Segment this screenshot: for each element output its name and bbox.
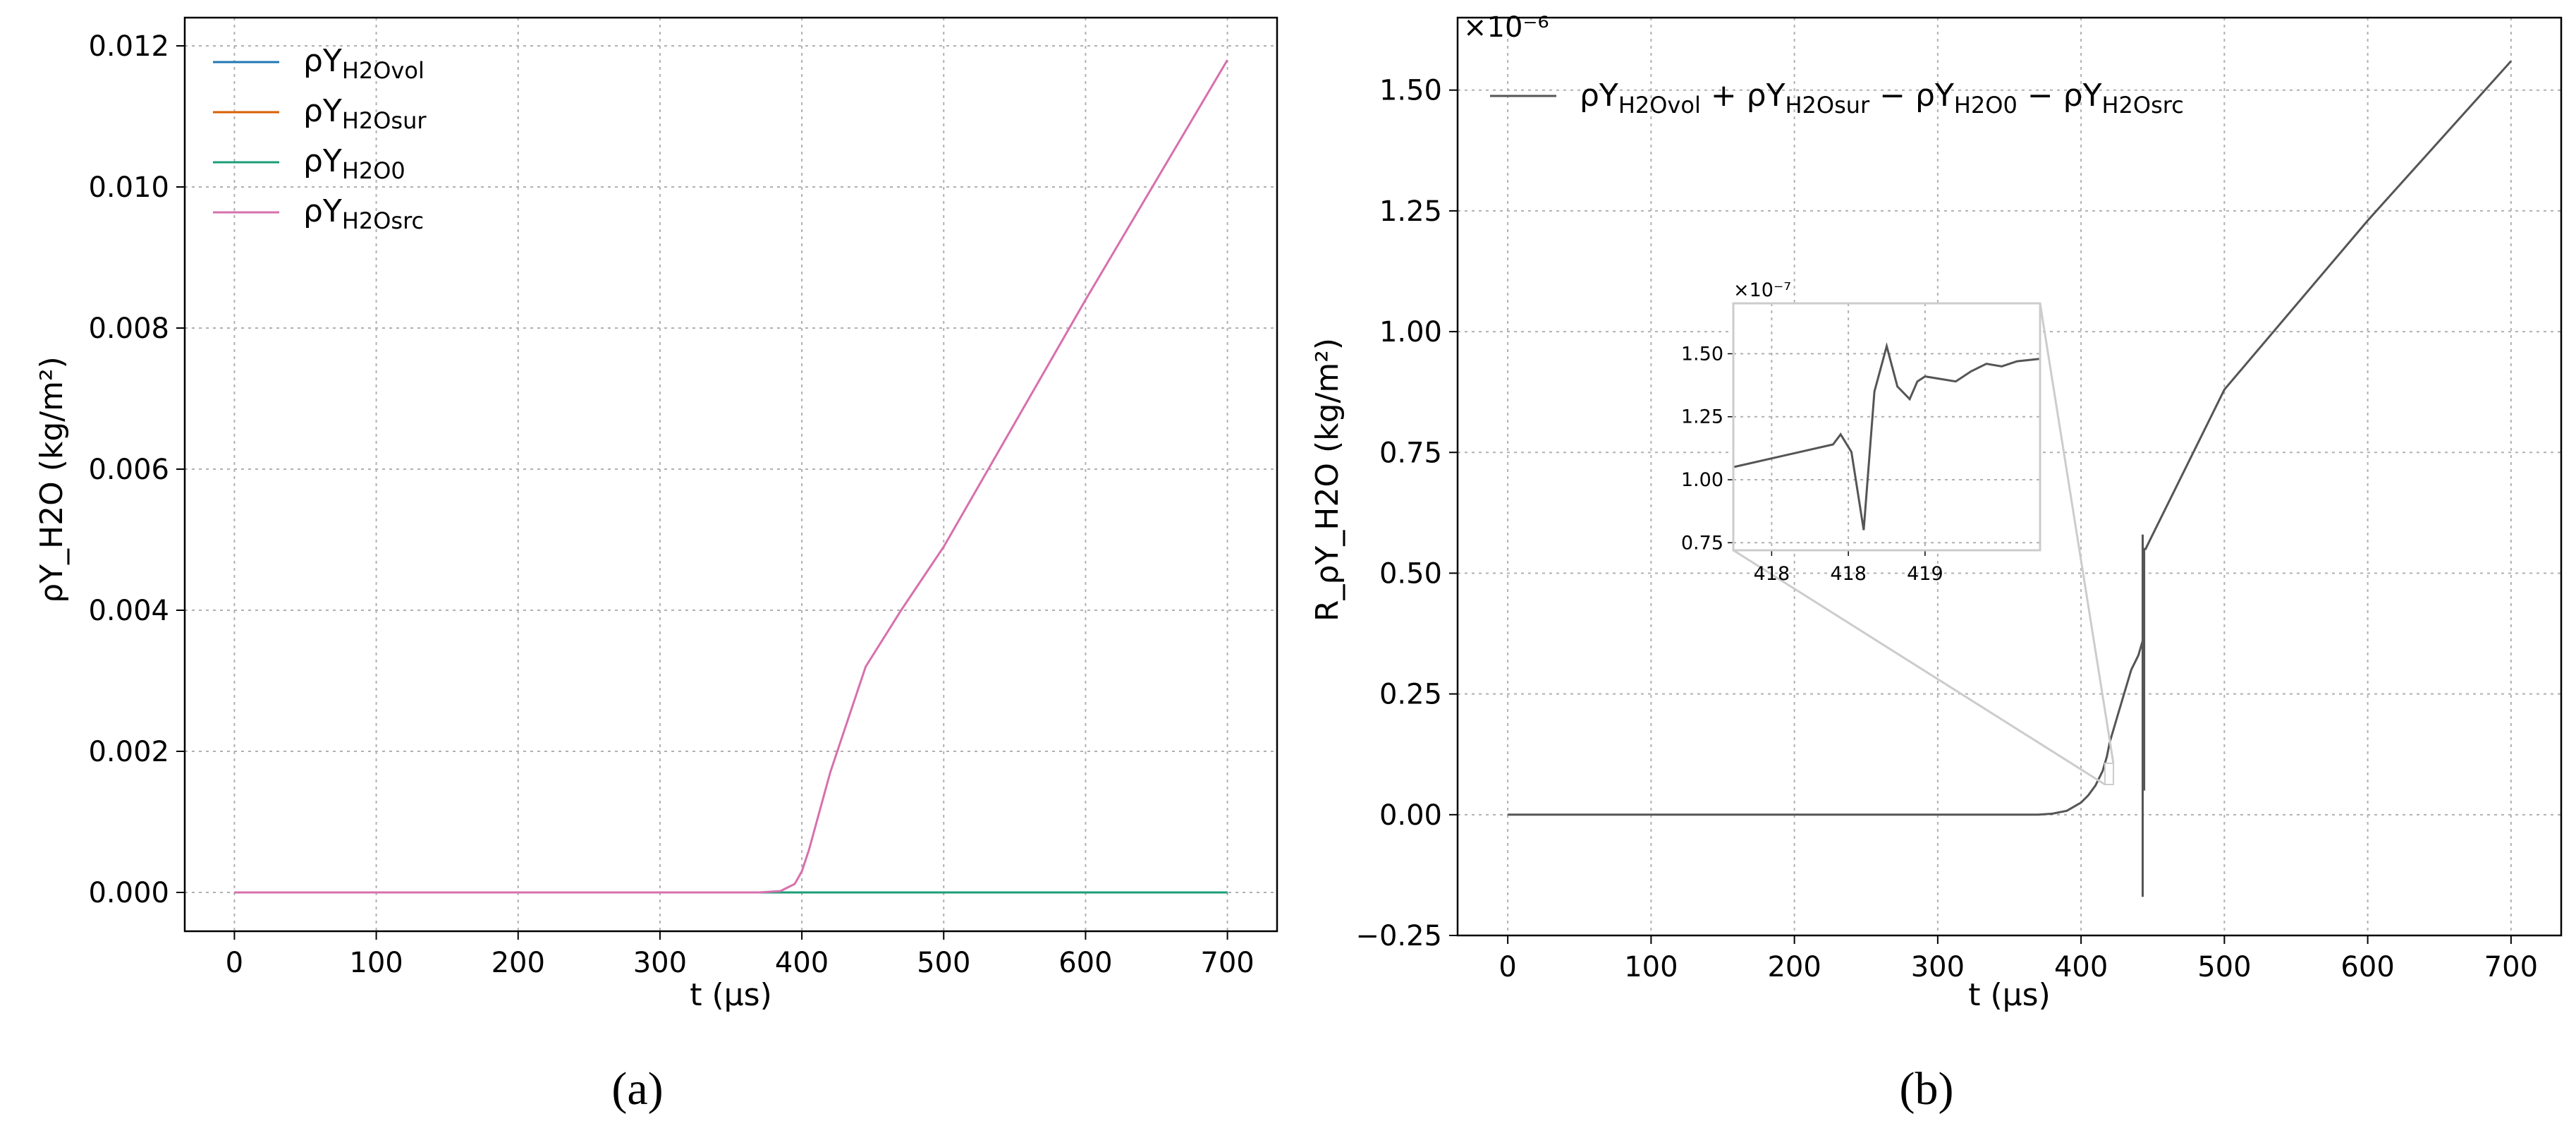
y-tick-label: 1.50 <box>1379 75 1442 107</box>
y-tick-label: −0.25 <box>1355 920 1442 952</box>
legend-entry-H2O0: ρYH2O0 <box>303 143 405 184</box>
series-line-residual <box>1508 60 2513 897</box>
y-tick-label: 0.002 <box>88 736 169 768</box>
inset-multiplier: ×10⁻⁷ <box>1733 279 1791 301</box>
caption-a: (a) <box>611 1063 663 1115</box>
x-tick-label: 0 <box>226 947 243 979</box>
y-tick-label: 1.00 <box>1379 316 1442 349</box>
x-axis-label: t (μs) <box>690 977 772 1013</box>
inset-y-tick-label: 1.50 <box>1681 343 1723 365</box>
plot-frame-a <box>183 16 1278 933</box>
legend-entry-H2Ovol: ρYH2Ovol <box>303 43 425 84</box>
y-tick-label: 0.50 <box>1379 557 1442 590</box>
inset-x-tick-label: 418 <box>1754 563 1790 585</box>
inset-y-tick-label: 0.75 <box>1681 532 1723 554</box>
x-tick-label: 600 <box>2340 951 2394 983</box>
x-tick-label: 300 <box>1911 951 1965 983</box>
x-axis-label: t (μs) <box>1968 977 2051 1013</box>
panel-b: 0 100 200 300 400 500 600 700 −0.25 0.00 0.25 0.50 0… <box>1310 11 2563 1115</box>
x-tick-label: 500 <box>917 947 970 979</box>
inset-background <box>1733 303 2040 550</box>
x-tick-label: 300 <box>633 947 687 979</box>
y-tick-label: 0.008 <box>88 313 169 345</box>
y-tick-label: 0.004 <box>88 595 169 627</box>
x-tick-label: 700 <box>1200 947 1254 979</box>
legend-entry-H2Osur: ρYH2Osur <box>303 93 427 134</box>
panel-a: 0 100 200 300 400 500 600 700 0.000 0.002 0.004 0.0… <box>34 16 1278 1115</box>
y-tick-label: 0.006 <box>88 454 169 486</box>
y-tick-label: 0.75 <box>1379 437 1442 469</box>
y-tick-label: 0.00 <box>1379 799 1442 832</box>
x-tick-label: 200 <box>1767 951 1821 983</box>
legend-entry-H2Osrc: ρYH2Osrc <box>303 193 424 234</box>
x-tick-label: 100 <box>349 947 403 979</box>
zoom-connector <box>1733 549 2106 786</box>
inset-y-tick-label: 1.00 <box>1681 469 1723 491</box>
x-tick-label: 200 <box>492 947 545 979</box>
zoom-indicator <box>2104 763 2114 785</box>
y-axis-label-text: R_ρY_H2O (kg/m²) <box>1310 338 1345 622</box>
x-tick-label: 100 <box>1624 951 1678 983</box>
series-line-H2Osrc <box>234 59 1228 894</box>
y-multiplier: ×10⁻⁶ <box>1463 11 1549 44</box>
y-axis-label: ρY_H2O (kg/m²) <box>34 356 70 603</box>
x-tick-label: 600 <box>1058 947 1112 979</box>
y-tick-label: 1.25 <box>1379 195 1442 228</box>
inset-series-line <box>1733 341 2041 531</box>
y-tick-label: 0.000 <box>88 877 169 909</box>
inset-frame <box>1732 302 2041 552</box>
y-tick-label: 0.010 <box>88 171 169 204</box>
plot-frame-b <box>1456 16 2563 937</box>
inset-x-tick-label: 418 <box>1830 563 1867 585</box>
y-axis-label-text: ρY_H2O (kg/m²) <box>34 356 70 603</box>
inset-x-tick-label: 419 <box>1907 563 1943 585</box>
y-tick-label: 0.012 <box>88 30 169 63</box>
inset-y-tick-label: 1.25 <box>1681 406 1723 428</box>
zoom-connector <box>2039 303 2115 764</box>
y-axis-label: R_ρY_H2O (kg/m²) <box>1310 338 1345 622</box>
caption-b: (b) <box>1900 1063 1954 1115</box>
legend-entry-residual: ρYH2Ovol + ρYH2Osur − ρYH2O0 − ρYH2Osrc <box>1580 78 2184 119</box>
y-tick-label: 0.25 <box>1379 679 1442 711</box>
x-tick-label: 0 <box>1498 951 1516 983</box>
x-tick-label: 400 <box>775 947 829 979</box>
x-tick-label: 700 <box>2484 951 2538 983</box>
x-tick-label: 400 <box>2054 951 2108 983</box>
x-tick-label: 500 <box>2197 951 2251 983</box>
